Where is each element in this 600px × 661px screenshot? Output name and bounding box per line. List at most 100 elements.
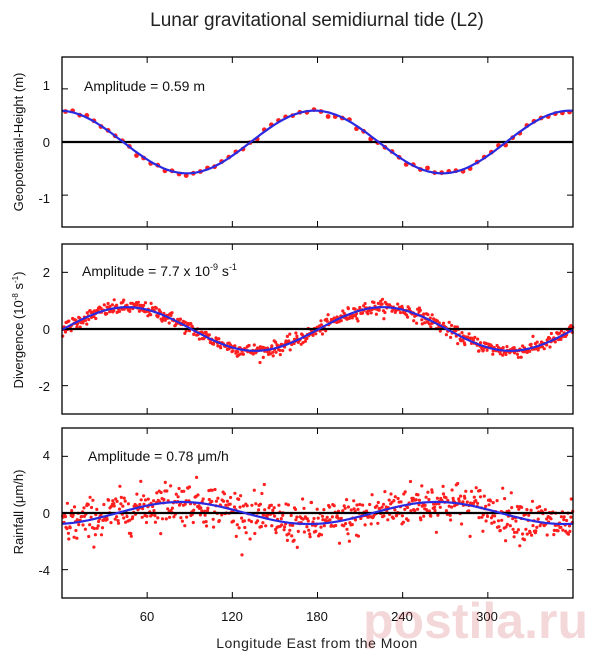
data-point [392, 499, 396, 503]
data-point [356, 507, 360, 511]
data-point [339, 516, 343, 521]
data-point [459, 494, 463, 498]
data-point [418, 308, 422, 312]
data-point [139, 498, 143, 502]
plot-frame [61, 427, 574, 599]
data-point [322, 524, 326, 528]
data-point [305, 525, 309, 529]
data-point [501, 486, 505, 490]
data-point [346, 532, 350, 536]
data-point [460, 331, 464, 335]
data-point [232, 505, 237, 509]
data-point [269, 503, 273, 507]
watermark: postila.ru [363, 593, 588, 649]
data-point [116, 519, 120, 523]
data-point [398, 311, 403, 315]
data-point [368, 502, 372, 507]
data-point [553, 340, 557, 344]
data-point [301, 341, 305, 345]
data-point [114, 497, 118, 501]
data-point [487, 503, 491, 507]
data-point [423, 321, 427, 325]
data-point [83, 318, 87, 323]
data-point [381, 502, 386, 506]
data-point [112, 502, 116, 506]
data-point [143, 498, 148, 502]
data-point [505, 345, 509, 349]
data-point [262, 482, 266, 487]
data-point [119, 495, 123, 499]
data-point [335, 315, 339, 319]
data-point [129, 531, 133, 536]
data-point [527, 513, 531, 517]
data-point [135, 303, 139, 307]
data-point [278, 348, 282, 352]
data-point [438, 505, 442, 509]
data-point [244, 531, 248, 535]
data-point [356, 319, 360, 323]
data-point [430, 488, 434, 492]
fit-line [61, 109, 573, 175]
data-point [409, 509, 413, 513]
data-point [446, 498, 450, 502]
data-point [345, 498, 349, 502]
data-point [82, 506, 86, 510]
data-point [345, 317, 349, 321]
data-point [509, 491, 513, 495]
data-point [154, 306, 158, 310]
data-point [260, 491, 264, 496]
data-point [376, 521, 380, 525]
data-point [212, 525, 216, 529]
data-point [301, 517, 305, 521]
data-point [461, 500, 465, 504]
data-point [95, 526, 99, 530]
data-point [496, 346, 501, 350]
data-point [426, 313, 430, 317]
data-point [559, 337, 563, 341]
data-point [93, 533, 97, 537]
data-point [467, 332, 471, 336]
data-point [510, 506, 514, 510]
data-point [382, 514, 386, 518]
data-point [231, 349, 235, 353]
data-point [247, 343, 251, 348]
data-point [427, 497, 431, 502]
data-point [465, 500, 469, 504]
data-point [170, 311, 174, 315]
data-point [279, 517, 283, 521]
data-point [525, 532, 529, 536]
data-point [481, 348, 485, 352]
data-point [423, 503, 427, 507]
data-point [270, 524, 274, 528]
data-point [444, 496, 448, 500]
data-point [425, 165, 430, 171]
data-point [71, 513, 75, 517]
data-point [314, 529, 318, 533]
data-point [233, 344, 237, 348]
data-point [272, 506, 276, 510]
data-point [403, 507, 407, 511]
data-point [153, 520, 157, 524]
data-point [105, 517, 109, 522]
data-point [121, 504, 125, 508]
data-point [406, 315, 410, 319]
data-point [99, 513, 103, 517]
data-point [70, 509, 74, 513]
data-point [234, 534, 238, 539]
data-point [474, 499, 478, 503]
data-point [75, 536, 79, 540]
data-point [430, 313, 434, 317]
data-point [235, 523, 239, 527]
annotation-unit: s [218, 263, 229, 279]
data-point [128, 309, 132, 313]
data-point [249, 520, 254, 524]
data-point [456, 342, 460, 346]
data-point [549, 517, 553, 521]
data-point [552, 528, 556, 533]
data-point [131, 515, 135, 519]
data-point [67, 537, 71, 541]
data-point [241, 352, 245, 356]
data-point [88, 523, 92, 527]
data-point [268, 352, 272, 356]
data-point [322, 508, 326, 512]
